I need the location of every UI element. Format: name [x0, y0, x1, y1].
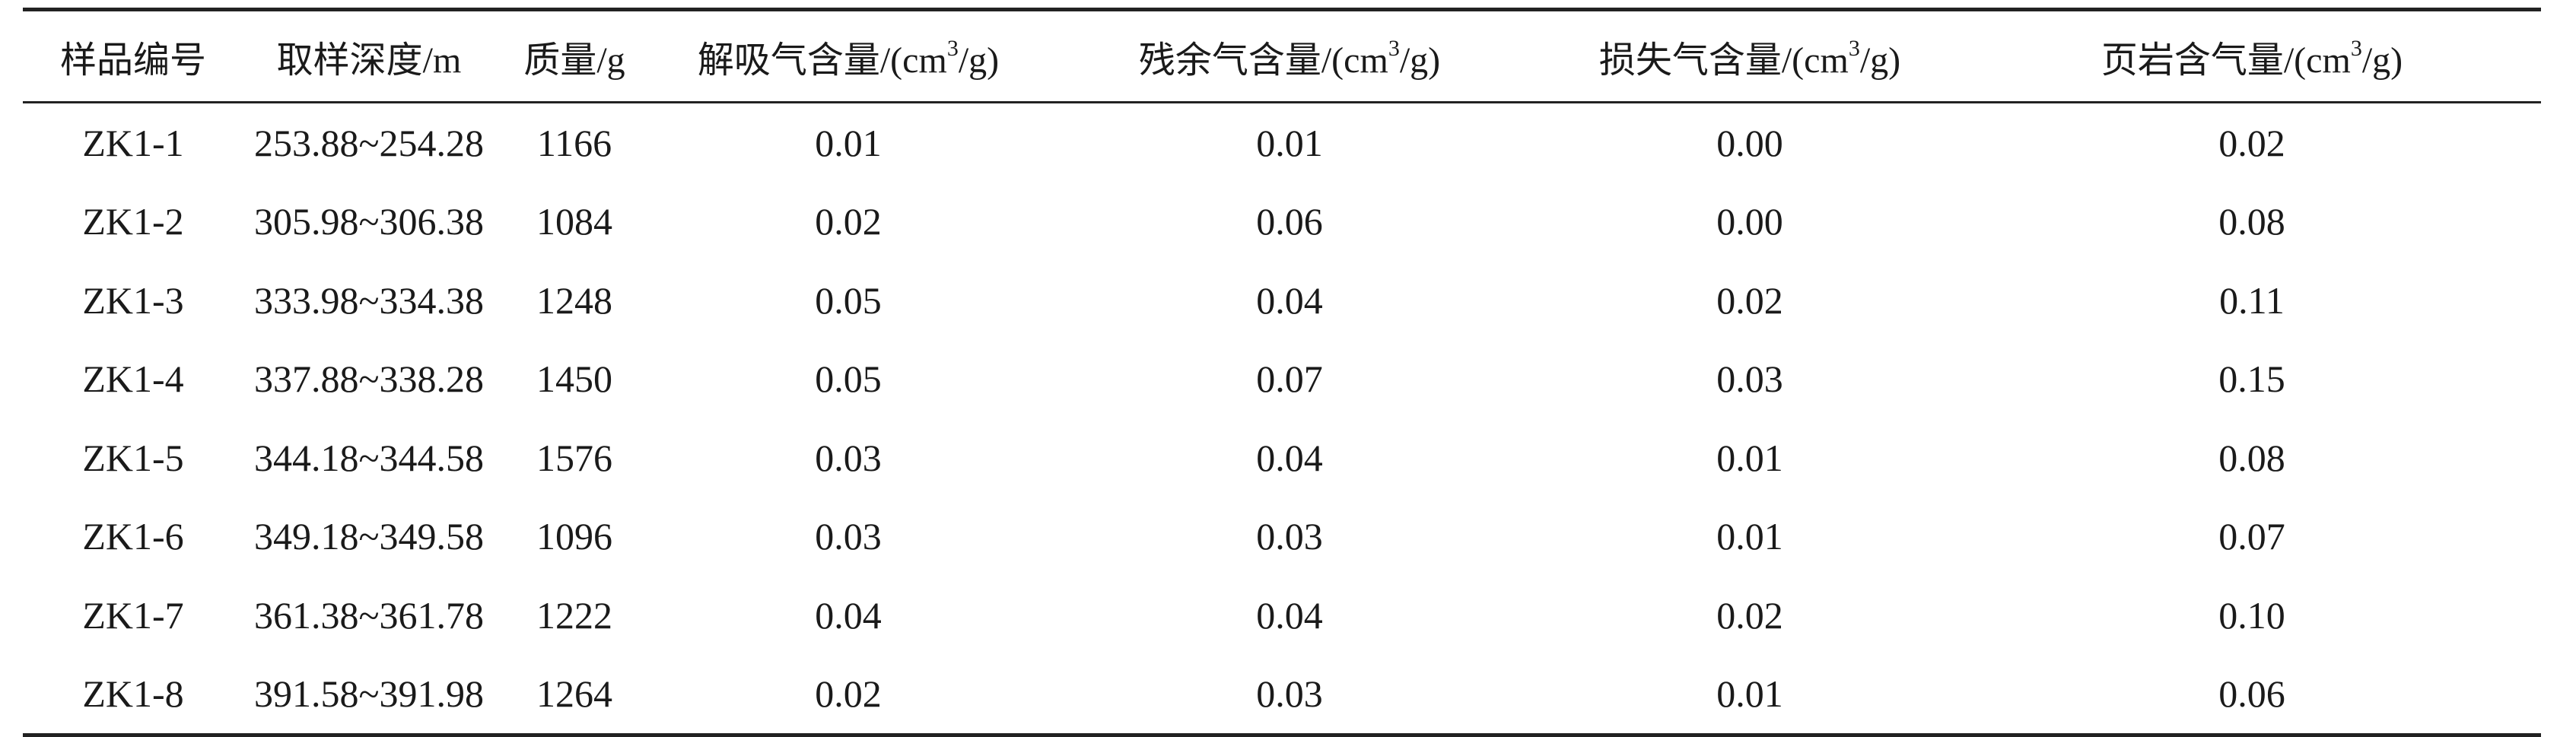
header-residual-gas-label: 残余气含量/(cm — [1138, 40, 1388, 81]
header-shale-gas-content-unit: /g) — [2361, 40, 2403, 81]
header-shale-gas-content-label: 页岩含气量/(cm — [2101, 40, 2351, 81]
cell-desorbed-gas: 0.02 — [815, 200, 882, 243]
table-row: ZK1-3 333.98~334.38 1248 0.05 0.04 0.02 … — [23, 261, 2541, 340]
header-desorbed-gas: 解吸气含量/(cm3/g) — [654, 8, 1042, 103]
cell-desorbed-gas: 0.05 — [815, 278, 882, 322]
table-row: ZK1-1 253.88~254.28 1166 0.01 0.01 0.00 … — [23, 103, 2541, 183]
cell-shale-gas-content: 0.02 — [2218, 121, 2285, 164]
cell-residual-gas: 0.04 — [1256, 593, 1323, 637]
cell-sampling-depth: 253.88~254.28 — [253, 121, 485, 164]
cell-sample-id: ZK1-3 — [82, 278, 184, 322]
header-lost-gas-label: 损失气含量/(cm — [1598, 40, 1849, 81]
header-desorbed-gas-superscript: 3 — [946, 36, 959, 61]
cell-sampling-depth: 361.38~361.78 — [253, 593, 485, 637]
cell-desorbed-gas: 0.01 — [815, 121, 882, 164]
table-row: ZK1-8 391.58~391.98 1264 0.02 0.03 0.01 … — [23, 654, 2541, 737]
cell-mass: 1264 — [495, 654, 654, 737]
cell-lost-gas: 0.02 — [1716, 593, 1783, 637]
cell-residual-gas: 0.07 — [1256, 357, 1323, 401]
cell-sampling-depth: 349.18~349.58 — [253, 515, 485, 558]
cell-desorbed-gas: 0.04 — [815, 593, 882, 637]
header-mass-label: 质量/g — [523, 40, 625, 81]
cell-sample-id: ZK1-5 — [82, 436, 184, 479]
cell-lost-gas: 0.01 — [1537, 654, 1963, 737]
cell-shale-gas-content: 0.10 — [2218, 593, 2285, 637]
cell-residual-gas: 0.06 — [1256, 200, 1323, 243]
cell-sampling-depth: 305.98~306.38 — [253, 200, 485, 243]
cell-sample-id: ZK1-1 — [82, 121, 184, 164]
cell-sampling-depth: 337.88~338.28 — [253, 357, 485, 401]
cell-residual-gas: 0.04 — [1256, 278, 1323, 322]
header-residual-gas-superscript: 3 — [1388, 36, 1400, 61]
cell-lost-gas: 0.00 — [1716, 200, 1783, 243]
cell-lost-gas: 0.01 — [1716, 436, 1783, 479]
cell-sampling-depth: 344.18~344.58 — [253, 436, 485, 479]
gas-content-table: 样品编号 取样深度/m 质量/g 解吸气含量/(cm3/g) 残余气含量/(cm… — [23, 8, 2541, 737]
cell-desorbed-gas: 0.02 — [654, 654, 1042, 737]
cell-sample-id: ZK1-2 — [82, 200, 184, 243]
cell-mass: 1248 — [536, 278, 612, 322]
header-lost-gas-superscript: 3 — [1848, 36, 1860, 61]
header-lost-gas-unit: /g) — [1859, 40, 1901, 81]
table-row: ZK1-7 361.38~361.78 1222 0.04 0.04 0.02 … — [23, 576, 2541, 655]
cell-mass: 1096 — [536, 515, 612, 558]
cell-residual-gas: 0.03 — [1042, 654, 1537, 737]
cell-residual-gas: 0.03 — [1256, 515, 1323, 558]
cell-sampling-depth: 333.98~334.38 — [253, 278, 485, 322]
cell-sample-id: ZK1-8 — [23, 654, 243, 737]
cell-sample-id: ZK1-4 — [82, 357, 184, 401]
gas-content-table-container: 样品编号 取样深度/m 质量/g 解吸气含量/(cm3/g) 残余气含量/(cm… — [23, 8, 2541, 737]
header-sample-id-label: 样品编号 — [59, 40, 206, 81]
header-desorbed-gas-label: 解吸气含量/(cm — [697, 40, 947, 81]
header-residual-gas-unit: /g) — [1399, 40, 1441, 81]
cell-shale-gas-content: 0.08 — [2218, 436, 2285, 479]
header-residual-gas: 残余气含量/(cm3/g) — [1042, 8, 1537, 103]
header-sample-id: 样品编号 — [23, 8, 243, 103]
table-row: ZK1-4 337.88~338.28 1450 0.05 0.07 0.03 … — [23, 340, 2541, 419]
header-lost-gas: 损失气含量/(cm3/g) — [1537, 8, 1963, 103]
cell-residual-gas: 0.04 — [1256, 436, 1323, 479]
cell-mass: 1166 — [536, 121, 612, 164]
table-row: ZK1-6 349.18~349.58 1096 0.03 0.03 0.01 … — [23, 497, 2541, 577]
cell-shale-gas-content: 0.11 — [2219, 278, 2285, 322]
cell-mass: 1576 — [536, 436, 612, 479]
header-row: 样品编号 取样深度/m 质量/g 解吸气含量/(cm3/g) 残余气含量/(cm… — [23, 8, 2541, 103]
header-mass: 质量/g — [495, 8, 654, 103]
table-row: ZK1-2 305.98~306.38 1084 0.02 0.06 0.00 … — [23, 183, 2541, 262]
header-sampling-depth-label: 取样深度/m — [276, 40, 462, 81]
cell-lost-gas: 0.01 — [1716, 515, 1783, 558]
cell-desorbed-gas: 0.05 — [815, 357, 882, 401]
cell-residual-gas: 0.01 — [1256, 121, 1323, 164]
cell-desorbed-gas: 0.03 — [815, 436, 882, 479]
header-shale-gas-content-superscript: 3 — [2350, 36, 2362, 61]
header-desorbed-gas-unit: /g) — [958, 40, 1000, 81]
header-sampling-depth: 取样深度/m — [243, 8, 495, 103]
cell-lost-gas: 0.00 — [1716, 121, 1783, 164]
cell-shale-gas-content: 0.07 — [2218, 515, 2285, 558]
cell-mass: 1222 — [536, 593, 612, 637]
table-row: ZK1-5 344.18~344.58 1576 0.03 0.04 0.01 … — [23, 418, 2541, 497]
cell-mass: 1084 — [536, 200, 612, 243]
cell-sampling-depth: 391.58~391.98 — [243, 654, 495, 737]
cell-sample-id: ZK1-7 — [82, 593, 184, 637]
cell-shale-gas-content: 0.06 — [1963, 654, 2541, 737]
cell-lost-gas: 0.03 — [1716, 357, 1783, 401]
cell-lost-gas: 0.02 — [1716, 278, 1783, 322]
cell-shale-gas-content: 0.08 — [2218, 200, 2285, 243]
cell-sample-id: ZK1-6 — [82, 515, 184, 558]
cell-mass: 1450 — [536, 357, 612, 401]
cell-desorbed-gas: 0.03 — [815, 515, 882, 558]
cell-shale-gas-content: 0.15 — [2218, 357, 2285, 401]
header-shale-gas-content: 页岩含气量/(cm3/g) — [1963, 8, 2541, 103]
